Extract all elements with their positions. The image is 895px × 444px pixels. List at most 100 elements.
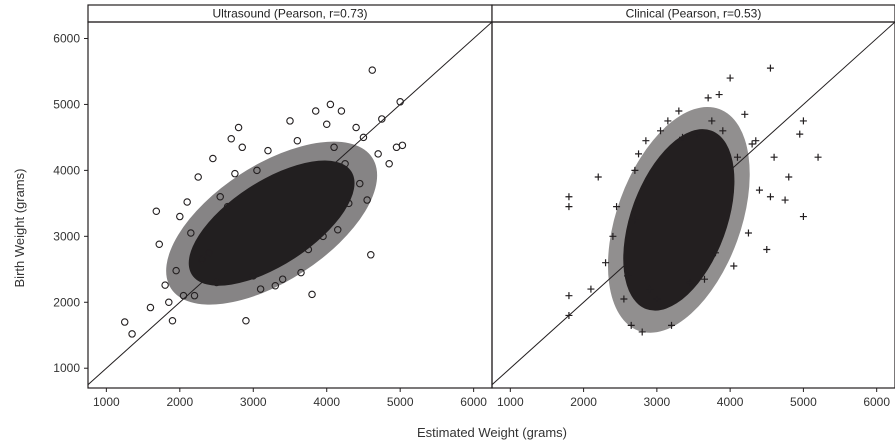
y-axis-title: Birth Weight (grams) (12, 169, 27, 288)
data-point (741, 110, 749, 118)
x-axis-title: Estimated Weight (grams) (417, 425, 567, 440)
x-tick-label: 6000 (460, 395, 487, 409)
data-point (363, 196, 371, 204)
data-point (286, 117, 294, 125)
x-tick-label: 6000 (863, 395, 890, 409)
data-point (179, 291, 188, 300)
data-point (814, 153, 822, 161)
panel-1: Ultrasound (Pearson, r=0.73) (87, 4, 493, 389)
data-point (627, 321, 635, 329)
x-tick-label: 2000 (570, 395, 597, 409)
data-point (341, 160, 349, 168)
data-point (799, 213, 807, 221)
data-point (231, 169, 239, 178)
data-point (679, 133, 687, 141)
panel-title: Ultrasound (Pearson, r=0.73) (212, 7, 367, 21)
data-point (242, 316, 250, 325)
data-point (715, 91, 723, 99)
x-tick-label: 2000 (166, 395, 193, 409)
data-point (748, 140, 756, 148)
data-point (398, 141, 407, 150)
data-point (594, 173, 602, 181)
data-point (368, 66, 377, 74)
data-point (359, 133, 368, 142)
data-point (675, 107, 683, 115)
data-point (374, 150, 382, 158)
data-point (326, 100, 335, 109)
data-point (308, 290, 316, 299)
data-point (216, 193, 224, 201)
data-point (763, 246, 771, 254)
data-point (642, 137, 650, 145)
data-point (565, 193, 573, 201)
data-point (337, 107, 346, 115)
data-point (128, 330, 136, 338)
data-point (367, 251, 375, 259)
data-point (602, 259, 610, 267)
axes-layer: 1000 2000 3000 4000 5000 6000 1000 2000 3000 4000… (53, 31, 890, 409)
data-point (624, 272, 632, 280)
x-tick-label: 5000 (387, 395, 414, 409)
data-point (319, 232, 327, 241)
data-point (161, 281, 169, 289)
data-point (620, 295, 628, 303)
data-point (744, 229, 752, 237)
data-point (686, 278, 694, 286)
plot-area (88, 22, 492, 386)
data-point (752, 137, 760, 145)
data-point (638, 328, 646, 336)
data-point (352, 123, 360, 132)
data-point (190, 291, 199, 300)
data-point (249, 272, 258, 280)
data-point (770, 153, 778, 161)
data-point (187, 229, 195, 237)
data-point (631, 216, 639, 224)
data-point (333, 225, 342, 234)
data-point (781, 196, 789, 204)
x-tick-label: 4000 (717, 395, 744, 409)
x-tick-label: 1000 (93, 395, 120, 409)
data-point (198, 255, 206, 264)
data-point (646, 285, 654, 293)
data-point (256, 285, 265, 293)
data-point (796, 130, 804, 138)
data-point (293, 136, 302, 145)
x-tick-label: 4000 (313, 395, 340, 409)
data-point (238, 143, 247, 152)
plot-area (492, 22, 895, 386)
data-point (668, 321, 676, 329)
data-point (385, 160, 393, 168)
data-point (205, 249, 213, 257)
data-point (297, 268, 305, 277)
data-point (719, 127, 727, 135)
data-point (664, 117, 672, 125)
panels-layer: Ultrasound (Pearson, r=0.73) Clinical (Pe… (87, 4, 895, 389)
data-point (766, 193, 774, 201)
x-tick-label: 1000 (497, 395, 524, 409)
data-point (330, 143, 338, 152)
y-tick-label: 1000 (53, 361, 80, 375)
x-tick-label: 3000 (240, 395, 267, 409)
data-point (322, 120, 331, 128)
data-point (304, 245, 313, 254)
data-point (766, 64, 774, 72)
data-point (194, 173, 202, 181)
dense-point-cloud (166, 141, 378, 305)
data-point (155, 240, 164, 248)
data-point (653, 295, 661, 303)
x-tick-label: 5000 (790, 395, 817, 409)
data-point (565, 203, 573, 211)
y-tick-label: 4000 (53, 163, 80, 177)
data-point (730, 262, 738, 270)
data-point (345, 199, 353, 208)
data-point (120, 318, 129, 326)
data-point (165, 298, 173, 307)
data-point (609, 232, 617, 240)
data-point (278, 275, 287, 283)
data-point (704, 94, 712, 102)
data-point (565, 292, 573, 300)
y-tick-label: 2000 (53, 295, 80, 309)
data-point (253, 166, 261, 175)
data-point (172, 266, 180, 275)
